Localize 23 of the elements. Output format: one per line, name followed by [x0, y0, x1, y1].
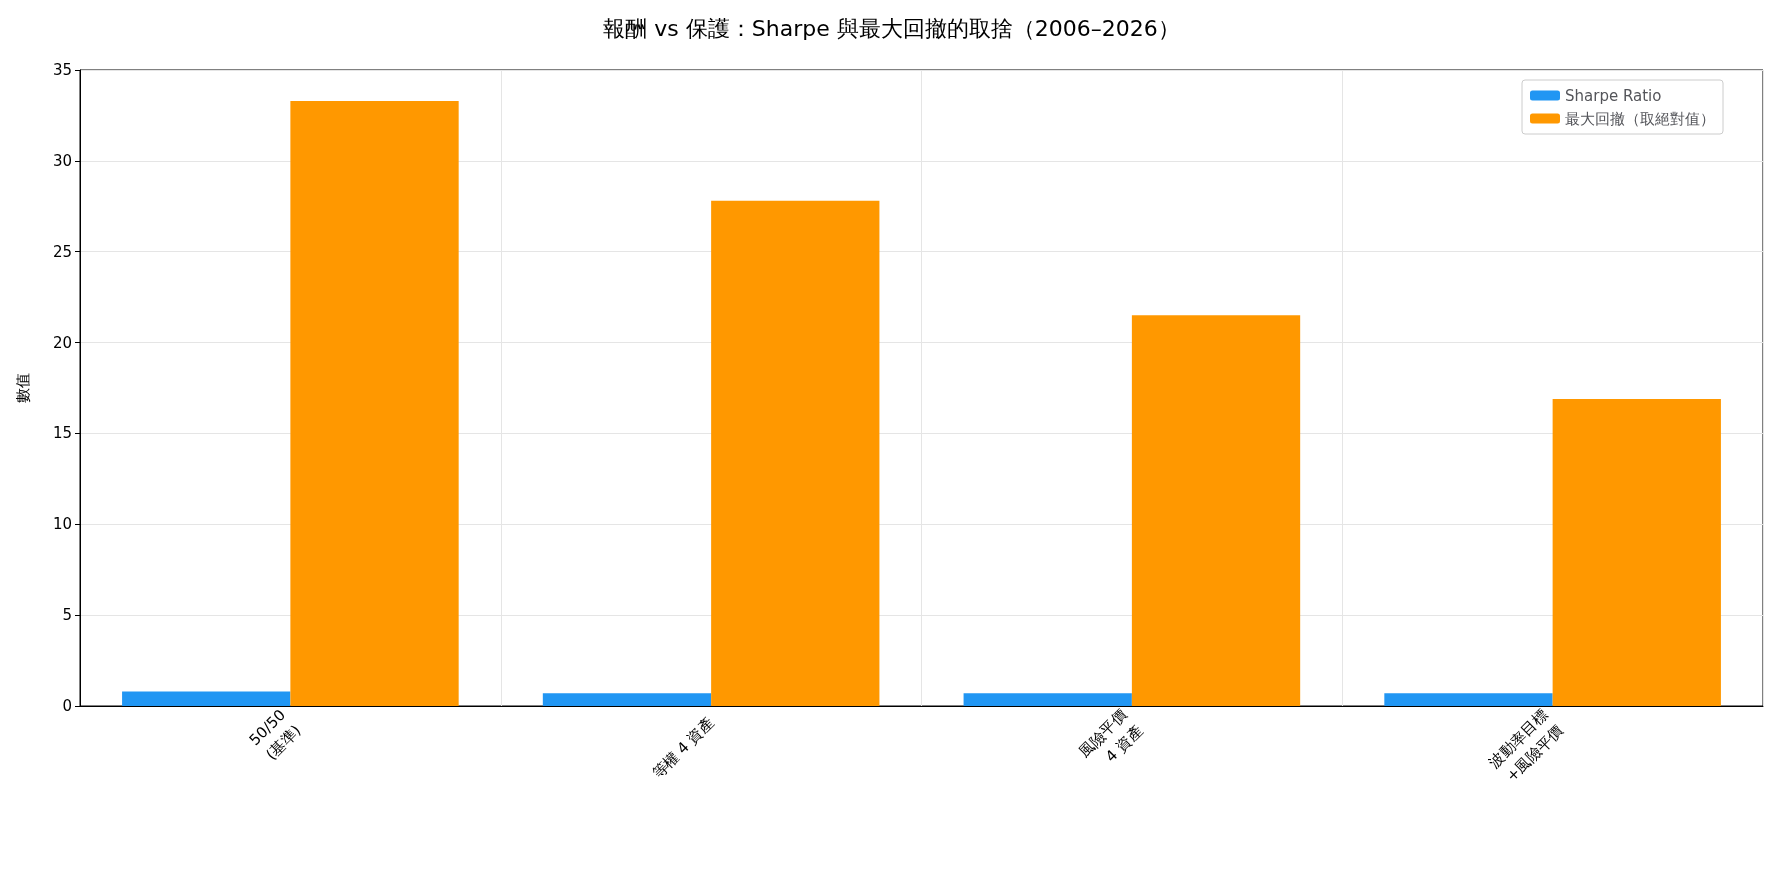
x-tick-label: 波動率目標 +風險平價	[1485, 705, 1567, 786]
bar	[1552, 398, 1721, 706]
y-tick-label: 25	[52, 242, 72, 261]
chart-title: 報酬 vs 保護：Sharpe 與最大回撤的取捨（2006–2026）	[603, 15, 1180, 41]
bar	[290, 100, 459, 706]
bar	[963, 693, 1132, 706]
y-tick-label: 20	[52, 333, 72, 352]
x-tick-label: 等權 4 資產	[648, 713, 718, 783]
y-tick-label: 30	[52, 151, 72, 170]
bar	[711, 200, 880, 706]
y-tick-label: 15	[52, 424, 72, 443]
y-tick-label: 5	[62, 606, 72, 625]
legend-label: Sharpe Ratio	[1565, 86, 1662, 105]
legend-label: 最大回撤（取絕對值）	[1565, 109, 1715, 128]
y-tick-label: 35	[52, 61, 72, 79]
bar	[542, 693, 712, 706]
y-tick-label: 0	[62, 697, 72, 715]
x-tick-label: 風險平價 4 資產	[1075, 705, 1147, 766]
bar	[1384, 693, 1553, 706]
bar	[1131, 315, 1301, 706]
y-tick-label: 10	[52, 515, 72, 534]
y-axis-title: 數值	[13, 373, 32, 403]
bar	[122, 691, 291, 706]
